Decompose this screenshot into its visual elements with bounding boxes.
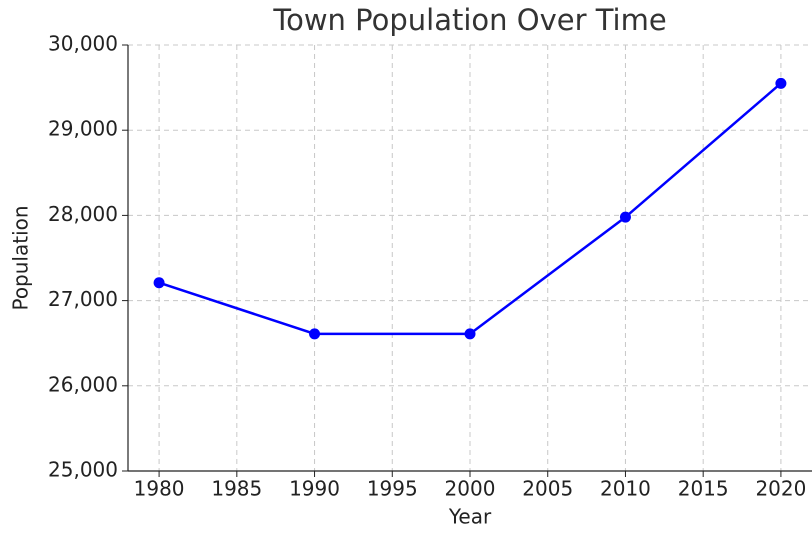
chart-title: Town Population Over Time	[272, 3, 666, 37]
x-tick-label: 2015	[678, 477, 729, 501]
x-tick-label: 1985	[211, 477, 262, 501]
x-tick-label: 1980	[134, 477, 185, 501]
y-tick-label: 25,000	[48, 458, 118, 482]
y-tick-label: 26,000	[48, 372, 118, 396]
point	[775, 77, 787, 89]
point	[309, 328, 321, 340]
x-axis-label: Year	[448, 505, 492, 529]
x-tick-label: 2000	[445, 477, 496, 501]
y-axis-label: Population	[9, 205, 33, 310]
y-tick-label: 29,000	[48, 117, 118, 141]
x-tick-label: 1990	[289, 477, 340, 501]
point	[619, 211, 631, 223]
y-tick-label: 28,000	[48, 202, 118, 226]
x-tick-label: 2005	[522, 477, 573, 501]
y-tick-label: 30,000	[48, 32, 118, 56]
x-tick-label: 1995	[367, 477, 418, 501]
y-tick-label: 27,000	[48, 287, 118, 311]
point	[464, 328, 476, 340]
x-tick-label: 2010	[600, 477, 651, 501]
point	[153, 277, 165, 289]
x-tick-label: 2020	[755, 477, 806, 501]
